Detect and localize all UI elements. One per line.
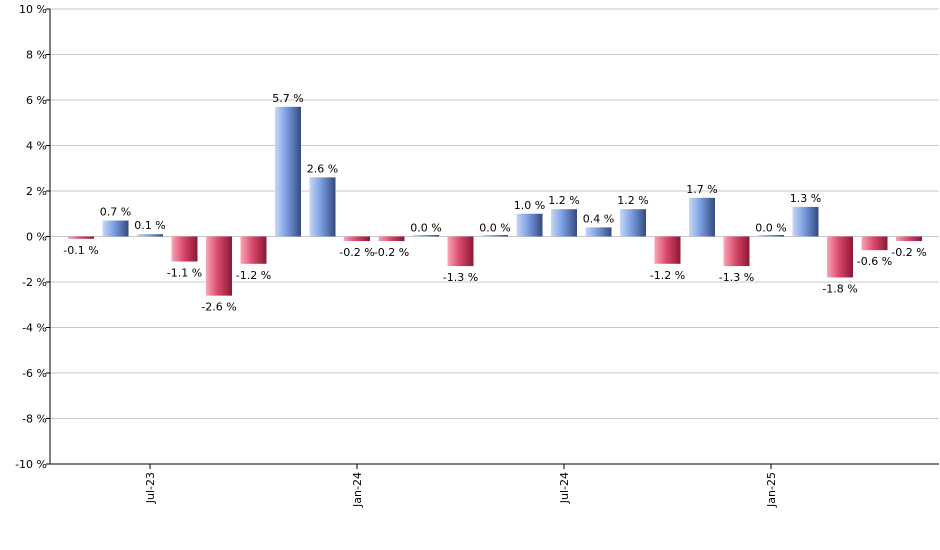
- data-label: 1.0 %: [514, 199, 545, 212]
- data-label: -2.6 %: [201, 301, 236, 314]
- y-tick-label: 6 %: [26, 94, 47, 107]
- data-label: -1.8 %: [822, 282, 857, 295]
- bar: [275, 106, 301, 237]
- y-tick-label: 0 %: [26, 231, 47, 244]
- data-label: -0.6 %: [857, 255, 892, 268]
- data-label: -1.1 %: [167, 267, 202, 280]
- bar: [620, 209, 646, 237]
- bar: [861, 236, 888, 251]
- bar: [68, 236, 94, 239]
- y-tick-label: 2 %: [26, 185, 47, 198]
- x-axis-ticks: Jul-23 Jan-24 Jul-24 Jan-25: [144, 464, 778, 508]
- data-label: 0.4 %: [583, 212, 614, 225]
- bar: [585, 227, 612, 237]
- data-label: 5.7 %: [272, 92, 303, 105]
- y-tick-label: 10 %: [19, 3, 47, 16]
- data-label: 0.1 %: [134, 219, 165, 232]
- data-label: 0.0 %: [755, 222, 786, 235]
- bar: [827, 236, 853, 278]
- bar: [758, 235, 784, 237]
- y-tick-label: -2 %: [22, 276, 47, 289]
- data-label: -0.2 %: [891, 246, 926, 259]
- bar: [378, 236, 405, 242]
- data-label: 0.7 %: [100, 206, 131, 219]
- bar: [551, 209, 577, 237]
- data-labels: -0.1 % 0.7 %0.1 % -1.1 % -2.6 % -1.2 % 5.7 % 2…: [63, 92, 926, 314]
- bar: [309, 177, 336, 237]
- data-label: 2.6 %: [307, 162, 338, 175]
- data-label: -1.3 %: [443, 271, 478, 284]
- bars: [68, 106, 922, 296]
- bar: [792, 206, 819, 237]
- x-tick-label: Jul-23: [144, 472, 157, 504]
- data-label: -0.2 %: [339, 246, 374, 259]
- bar: [102, 220, 129, 237]
- bar: [137, 234, 163, 237]
- data-label: -0.1 %: [63, 244, 98, 257]
- bar: [206, 236, 232, 296]
- y-tick-label: 8 %: [26, 49, 47, 62]
- y-tick-label: -6 %: [22, 367, 47, 380]
- y-tick-label: -10 %: [15, 458, 47, 471]
- data-label: 1.2 %: [617, 194, 648, 207]
- bar: [516, 213, 543, 237]
- bar: [240, 236, 267, 264]
- y-axis-ticks: 10 % 8 % 6 % 4 % 2 % 0 % -2 % -4 % -6 % -8 % -10 %: [15, 3, 50, 471]
- x-tick-label: Jan-24: [351, 472, 364, 508]
- data-label: 0.0 %: [410, 222, 441, 235]
- x-tick-label: Jul-24: [558, 472, 571, 504]
- data-label: -1.2 %: [650, 269, 685, 282]
- data-label: 1.2 %: [548, 194, 579, 207]
- y-tick-label: 4 %: [26, 140, 47, 153]
- bar: [344, 236, 370, 242]
- bar: [689, 197, 715, 237]
- data-label: 0.0 %: [479, 222, 510, 235]
- data-label: -1.2 %: [236, 269, 271, 282]
- data-label: 1.3 %: [790, 192, 821, 205]
- bar: [482, 235, 508, 237]
- axes: [49, 9, 939, 465]
- y-tick-label: -4 %: [22, 322, 47, 335]
- y-tick-label: -8 %: [22, 413, 47, 426]
- bar: [171, 236, 198, 262]
- data-label: 1.7 %: [686, 183, 717, 196]
- bar: [723, 236, 750, 267]
- data-label: -1.3 %: [719, 271, 754, 284]
- x-tick-label: Jan-25: [765, 472, 778, 508]
- bar: [896, 236, 922, 242]
- bar: [654, 236, 681, 264]
- data-label: -0.2 %: [374, 246, 409, 259]
- bar: [413, 235, 439, 237]
- bar: [447, 236, 474, 267]
